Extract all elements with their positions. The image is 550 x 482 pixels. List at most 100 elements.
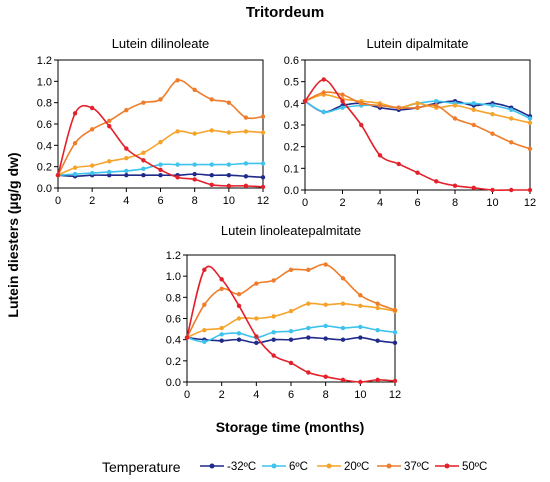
data-point: [415, 170, 420, 175]
data-point: [243, 174, 249, 179]
data-point: [340, 377, 346, 383]
data-point: [219, 277, 224, 282]
data-point: [306, 370, 311, 375]
data-point: [243, 115, 249, 120]
y-tick-label: 0.8: [37, 98, 52, 110]
legend-label: -32ºC: [227, 461, 256, 473]
data-point: [236, 303, 242, 308]
data-point: [340, 98, 345, 104]
data-point: [321, 77, 326, 82]
data-point: [243, 129, 249, 134]
data-point: [415, 101, 420, 106]
data-point: [72, 141, 78, 146]
data-point: [340, 301, 346, 306]
y-tick-label: 1.2: [166, 250, 181, 262]
x-tick-label: 6: [288, 389, 294, 401]
y-tick-label: 0.0: [284, 185, 299, 197]
data-point: [490, 111, 495, 117]
x-tick-label: 8: [452, 197, 458, 209]
panel-title: Lutein dilinoleate: [112, 36, 210, 51]
data-point: [175, 78, 180, 83]
y-tick-label: 0.0: [37, 183, 52, 195]
data-point: [392, 330, 398, 335]
data-point: [175, 175, 180, 180]
data-point: [471, 107, 476, 113]
data-point: [175, 129, 180, 134]
data-point: [219, 325, 224, 331]
data-point: [288, 337, 294, 342]
series-line: [57, 79, 264, 176]
data-point: [323, 336, 328, 341]
data-point: [141, 100, 146, 105]
data-point: [271, 353, 276, 358]
data-point: [452, 116, 458, 121]
legend-label: 37ºC: [404, 461, 429, 473]
legend-label: 20ºC: [344, 461, 369, 473]
data-point: [306, 301, 311, 306]
data-point: [527, 187, 533, 193]
x-tick-label: 12: [257, 195, 269, 207]
data-point: [124, 173, 129, 178]
data-point: [527, 146, 533, 152]
data-point: [359, 122, 364, 128]
data-point: [323, 323, 328, 329]
data-point: [107, 123, 112, 129]
x-axis-title: Storage time (months): [216, 419, 365, 435]
data-point: [209, 128, 214, 133]
chart-panel-lutein-linoleatepalmitate: Lutein linoleatepalmitate 0.0 0.2 0.4 0.6 0.8…: [166, 223, 401, 401]
data-point: [434, 103, 439, 108]
data-point: [306, 267, 311, 273]
data-point: [236, 337, 242, 342]
x-tick-label: 0: [55, 195, 61, 207]
data-point: [226, 100, 232, 105]
data-point: [202, 327, 207, 333]
data-point: [271, 278, 276, 283]
data-point: [340, 276, 346, 281]
x-tick-label: 2: [219, 389, 225, 401]
data-point: [509, 116, 514, 121]
data-point: [288, 360, 294, 366]
data-point: [209, 173, 214, 178]
legend-label: 6ºC: [289, 461, 308, 473]
data-point: [209, 182, 214, 187]
data-point: [175, 162, 180, 167]
y-tick-label: 0.2: [284, 142, 299, 154]
data-point: [158, 97, 163, 102]
data-point: [396, 105, 401, 110]
y-axis-title: Lutein diesters (µg/g dw): [5, 152, 21, 317]
data-point: [452, 183, 458, 188]
data-point: [452, 103, 458, 108]
data-point: [358, 303, 363, 308]
series-line: [304, 91, 531, 150]
data-point: [89, 163, 95, 168]
data-point: [55, 173, 61, 178]
y-tick-label: 1.0: [166, 271, 181, 283]
data-point: [527, 120, 533, 126]
data-point: [141, 173, 146, 178]
data-point: [323, 262, 328, 267]
x-tick-label: 8: [192, 195, 198, 207]
data-point: [254, 281, 259, 286]
y-tick-label: 0.2: [37, 162, 52, 174]
legend: Temperature -32ºC 6ºC 20ºC 37ºC 50ºC: [102, 459, 487, 475]
data-point: [202, 267, 207, 273]
data-point: [358, 379, 363, 385]
y-tick-label: 0.6: [284, 55, 299, 67]
y-tick-label: 0.5: [284, 77, 299, 89]
data-point: [375, 305, 380, 311]
data-point: [141, 166, 146, 171]
data-point: [358, 293, 363, 298]
data-point: [124, 107, 129, 113]
data-point: [226, 130, 232, 135]
y-tick-label: 0.3: [284, 120, 299, 132]
y-tick-label: 1.0: [37, 76, 52, 88]
data-point: [124, 168, 129, 174]
data-point: [340, 92, 345, 97]
data-point: [375, 301, 380, 306]
figure-title: Tritordeum: [246, 4, 324, 21]
x-tick-label: 4: [253, 389, 259, 401]
data-point: [184, 335, 190, 340]
data-point: [271, 337, 276, 342]
data-point: [219, 332, 224, 337]
